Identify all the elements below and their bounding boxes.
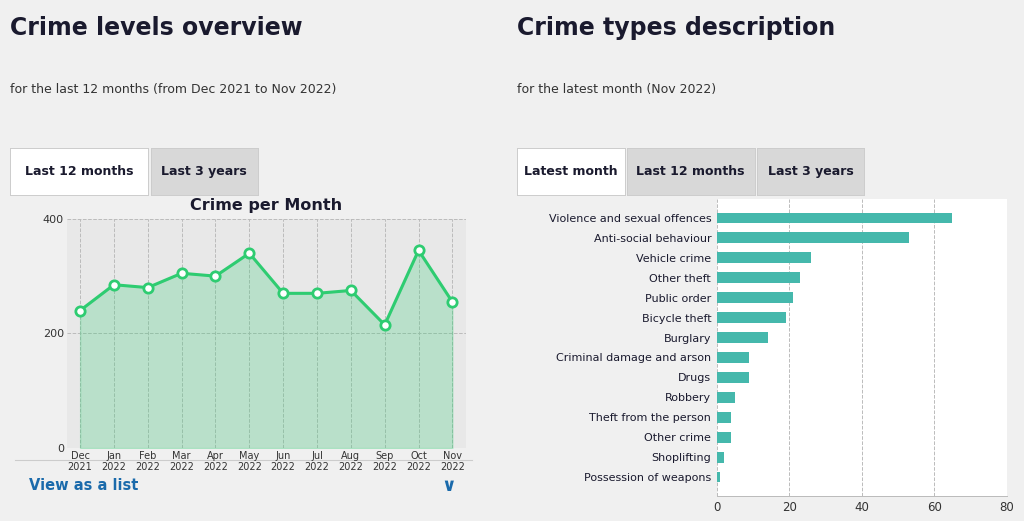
Bar	[717, 452, 724, 463]
Text: Crime types description: Crime types description	[517, 16, 836, 40]
Bar	[717, 372, 750, 383]
Bar	[717, 272, 800, 283]
Point	[411, 246, 427, 254]
Bar	[717, 252, 811, 263]
Point	[207, 272, 223, 280]
Point	[444, 297, 461, 306]
Point	[275, 289, 292, 297]
Bar	[717, 213, 952, 224]
Bar	[717, 292, 793, 303]
Text: ∨: ∨	[441, 477, 456, 494]
Bar	[717, 472, 721, 482]
Point	[139, 283, 156, 292]
Bar	[717, 332, 768, 343]
Text: for the last 12 months (from Dec 2021 to Nov 2022): for the last 12 months (from Dec 2021 to…	[10, 83, 337, 96]
Point	[377, 320, 393, 329]
Point	[173, 269, 189, 277]
Bar	[717, 412, 731, 423]
Text: Latest month: Latest month	[524, 166, 617, 178]
Bar	[717, 312, 785, 323]
Point	[309, 289, 326, 297]
Text: Last 12 months: Last 12 months	[26, 166, 133, 178]
Point	[343, 286, 359, 294]
Bar	[717, 352, 750, 363]
Text: Crime levels overview: Crime levels overview	[10, 16, 303, 40]
Title: Crime per Month: Crime per Month	[190, 199, 342, 214]
Text: Last 3 years: Last 3 years	[768, 166, 853, 178]
Bar	[717, 432, 731, 443]
Point	[241, 249, 257, 257]
Text: Last 12 months: Last 12 months	[637, 166, 744, 178]
Point	[72, 306, 88, 315]
Text: View as a list: View as a list	[29, 478, 138, 493]
Bar	[717, 232, 908, 243]
Point	[105, 280, 122, 289]
Text: for the latest month (Nov 2022): for the latest month (Nov 2022)	[517, 83, 716, 96]
Text: Last 3 years: Last 3 years	[162, 166, 247, 178]
Bar	[717, 392, 735, 403]
